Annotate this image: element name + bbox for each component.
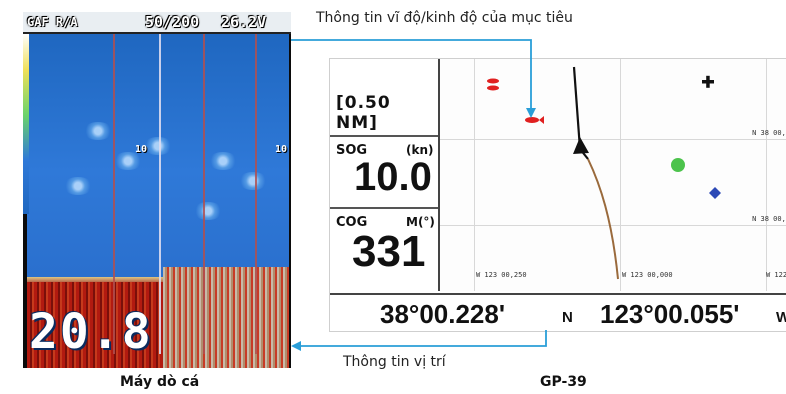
position-info-annotation: Thông tin vị trí: [343, 354, 446, 370]
fish-echo: [113, 152, 143, 170]
depth-tick: 10: [275, 144, 288, 155]
sog-unit: (kn): [406, 143, 434, 157]
longitude-hemisphere: W: [776, 309, 786, 326]
range-marker-line: [203, 34, 205, 354]
depth-tick: 10: [135, 144, 148, 155]
fish-finder-caption: Máy dò cá: [120, 374, 200, 390]
grid-line: [440, 225, 786, 226]
blue-mark-icon: [709, 187, 721, 199]
fish-echo: [63, 177, 93, 195]
fish-echo: [238, 172, 268, 190]
gp39-caption: GP-39: [540, 374, 587, 390]
target-fish-icon: [525, 116, 544, 124]
color-scale-bar: [23, 34, 29, 214]
latitude-hemisphere: N: [562, 309, 573, 326]
status-bar: GAF R/A 50/200 26.2V: [23, 12, 291, 34]
mode-label: GAF R/A: [27, 15, 78, 29]
grid-line: [440, 139, 786, 140]
seabed-echo-right: [163, 267, 289, 368]
data-panel: [0.50 NM] SOG (kn) 10.0 COG M(°) 331: [330, 59, 440, 291]
grid-line: [474, 59, 475, 291]
sog-value: 10.0: [354, 155, 432, 199]
range-marker-line: [255, 34, 257, 354]
cog-label: COG: [336, 215, 368, 230]
cog-value: 331: [352, 227, 426, 276]
seabed-line: [27, 277, 289, 285]
depth-readout: 20.8: [29, 304, 153, 360]
arrow-left-icon: [291, 341, 301, 351]
target-fish-icon: [487, 78, 499, 91]
range-marker-line: [113, 34, 115, 354]
divider: [330, 207, 438, 209]
sog-label: SOG: [336, 143, 368, 158]
voltage-readout: 26.2V: [221, 13, 267, 31]
divider: [330, 135, 438, 137]
plotter-view: N 38 00,5 N 38 00,0 W 123 00,250 W 123 0…: [440, 59, 786, 291]
fish-echo: [143, 137, 173, 155]
longitude-tick: W 123 00,250: [476, 271, 527, 279]
range-label: [0.50 NM]: [336, 93, 391, 133]
split-line: [159, 34, 161, 354]
fish-echo: [83, 122, 113, 140]
target-info-annotation: Thông tin vĩ độ/kinh độ của mục tiêu: [316, 10, 573, 26]
seabed-echo-left: [27, 282, 167, 368]
grid-line: [620, 59, 621, 291]
cross-marker-icon: [702, 75, 714, 88]
latitude-tick: N 38 00,5: [752, 129, 786, 137]
grid-line: [766, 59, 767, 291]
longitude-tick: W 123 00,000: [622, 271, 673, 279]
latitude-tick: N 38 00,0: [752, 215, 786, 223]
cog-unit: M(°): [406, 215, 435, 229]
longitude-tick: W 122: [766, 271, 786, 279]
latitude-readout: 38°00.228': [380, 299, 506, 329]
position-bar: 38°00.228' N 123°00.055' W: [330, 293, 786, 333]
track-line: [587, 158, 619, 280]
range-readout: 50/200: [145, 13, 200, 31]
fish-finder-display: 10 10 GAF R/A 50/200 26.2V 20.8: [23, 12, 291, 368]
fish-echo: [208, 152, 238, 170]
gp39-display: [0.50 NM] SOG (kn) 10.0 COG M(°) 331 N 3…: [329, 58, 786, 332]
fish-finder-screen: 10 10 GAF R/A 50/200 26.2V 20.8: [23, 12, 291, 368]
plotter-overlay: [487, 66, 721, 280]
green-mark-icon: [671, 158, 685, 172]
own-ship-icon: [573, 137, 589, 154]
echogram-water: [27, 34, 289, 284]
longitude-readout: 123°00.055': [600, 299, 740, 329]
fish-echo: [193, 202, 223, 220]
